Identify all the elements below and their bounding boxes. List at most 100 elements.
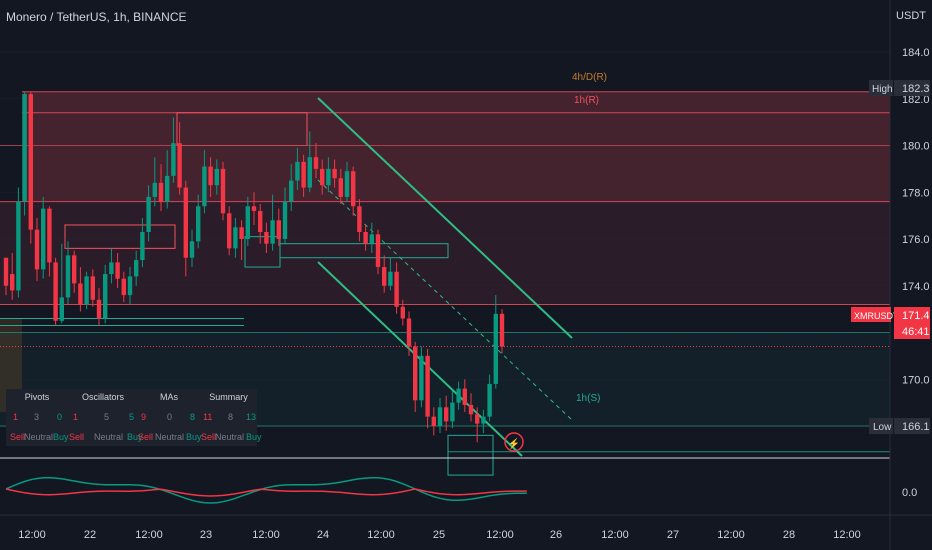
- table-buy-label: Buy: [53, 432, 69, 442]
- candle-body: [103, 274, 108, 319]
- table-buy-label: Buy: [186, 432, 202, 442]
- candle-body: [499, 313, 505, 347]
- candle-body: [419, 355, 424, 401]
- candle-body: [165, 175, 170, 202]
- candle-body: [289, 180, 294, 202]
- candle-body: [425, 355, 430, 417]
- candle-body: [10, 274, 15, 291]
- channel-upper-line: [317, 97, 573, 339]
- time-tick-label: 23: [200, 529, 212, 541]
- table-neutral-label: Neutral: [215, 432, 245, 442]
- candle-body: [115, 262, 120, 279]
- time-tick-label: 12:00: [486, 529, 514, 541]
- table-sell-count: 1: [13, 412, 19, 422]
- symbol-badge: [851, 307, 891, 322]
- candle-body: [109, 262, 114, 275]
- candle-body: [233, 227, 238, 249]
- candle-body: [84, 276, 89, 305]
- candle-body: [282, 201, 288, 239]
- candle-body: [369, 234, 374, 244]
- zone-label-1h-r: 1h(R): [574, 95, 599, 106]
- candle-body: [208, 166, 213, 186]
- candle-body: [134, 260, 139, 277]
- candle-body: [3, 257, 9, 286]
- high-value-badge: [894, 80, 930, 96]
- candle-body: [344, 171, 350, 197]
- time-tick-label: 25: [433, 529, 445, 541]
- zone-label-1h-s: 1h(S): [576, 393, 600, 404]
- table-buy-count: 5: [129, 412, 135, 422]
- candle-body: [450, 402, 455, 422]
- table-sell-count: 9: [141, 412, 147, 422]
- table-neutral-count: 0: [167, 412, 173, 422]
- time-tick-label: 12:00: [252, 529, 280, 541]
- table-sell-label: Sell: [69, 432, 85, 442]
- price-tick-label: 178.0: [902, 187, 930, 199]
- candle-body: [487, 383, 492, 417]
- lightning-icon: ⚡: [508, 437, 520, 450]
- candle-body: [264, 231, 269, 244]
- table-buy-label: Buy: [246, 432, 262, 442]
- price-tick-label: 176.0: [902, 234, 930, 246]
- candle-body: [351, 171, 356, 207]
- candle-body: [456, 388, 461, 403]
- candle-body: [493, 313, 498, 384]
- time-tick-label: 26: [550, 529, 562, 541]
- mini-support-box: [447, 434, 494, 476]
- low-badge: [869, 418, 893, 434]
- table-sell-label: Sell: [201, 432, 217, 442]
- candle-body: [313, 157, 319, 169]
- candles-layer: [3, 91, 505, 443]
- last-price-value: 171.4: [902, 310, 930, 322]
- table-sell-label: Sell: [138, 432, 154, 442]
- candle-body: [326, 168, 331, 186]
- table-header: Oscillators: [81, 392, 124, 402]
- candle-body: [431, 416, 436, 426]
- candle-body: [363, 231, 368, 244]
- table-sell-label: Sell: [10, 432, 26, 442]
- candle-body: [214, 168, 219, 186]
- candle-body: [301, 161, 306, 188]
- high-badge: [869, 80, 893, 96]
- candle-body: [22, 94, 27, 202]
- time-tick-label: 27: [667, 529, 679, 541]
- low-badge-value: 166.1: [902, 421, 930, 433]
- price-tick-label: 170.0: [902, 374, 930, 386]
- candle-body: [90, 276, 95, 300]
- time-tick-label: 24: [317, 529, 329, 541]
- candle-body: [16, 201, 21, 291]
- candle-body: [462, 388, 467, 405]
- price-axis-unit: USDT: [896, 10, 926, 22]
- high-badge-value: 182.3: [902, 83, 930, 95]
- mini-resistance-box: [64, 224, 176, 249]
- candle-body: [382, 267, 387, 286]
- candle-body: [41, 208, 46, 270]
- candle-body: [146, 196, 151, 232]
- table-neutral-label: Neutral: [24, 432, 54, 442]
- candle-body: [202, 166, 207, 207]
- candle-body: [171, 143, 176, 176]
- candle-body: [28, 94, 33, 230]
- indicator-tick-label: 0.0: [902, 487, 917, 499]
- indicator-panel: [0, 457, 932, 516]
- table-group-summary: Summary 11 8 13 Sell Neutral Buy: [200, 389, 262, 446]
- symbol-badge-label: XMRUSDT: [854, 311, 899, 321]
- table-buy-count: 13: [246, 412, 257, 422]
- candle-body: [375, 234, 381, 268]
- price-tick-label: 182.0: [902, 94, 930, 106]
- table-neutral-label: Neutral: [94, 432, 124, 442]
- candle-body: [189, 241, 195, 258]
- left-box: [0, 318, 22, 412]
- grid-layer: [0, 51, 890, 427]
- time-tick-label: 22: [84, 529, 96, 541]
- resistance-zone-high: [22, 91, 890, 202]
- candle-body: [78, 283, 83, 305]
- high-badge-label: High: [872, 84, 893, 95]
- axes-layer: 184.0182.0180.0178.0176.0174.0172.0170.0…: [18, 0, 930, 550]
- table-group-mas: MAs 9 0 8 Sell Neutral Buy: [138, 389, 202, 446]
- candle-body: [183, 187, 188, 258]
- table-neutral-label: Neutral: [155, 432, 185, 442]
- candle-body: [444, 407, 449, 422]
- time-tick-label: 12:00: [135, 529, 163, 541]
